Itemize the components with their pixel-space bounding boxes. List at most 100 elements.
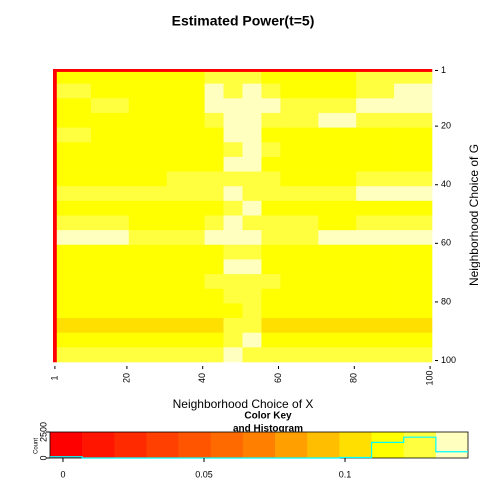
heatmap-cell — [242, 259, 262, 275]
heatmap-cell — [128, 171, 167, 187]
heatmap-cell — [318, 83, 357, 99]
heatmap-cell — [280, 215, 319, 231]
heatmap-cell — [90, 230, 130, 246]
heatmap-cell — [356, 156, 395, 172]
chart-title: Estimated Power(t=5) — [172, 13, 315, 29]
heatmap-cell — [318, 69, 357, 73]
heatmap-cell — [394, 98, 433, 114]
heatmap-cell — [261, 186, 281, 202]
heatmap-cell — [128, 259, 167, 275]
heatmap-cell — [394, 318, 433, 333]
heatmap-cell — [242, 274, 262, 290]
heatmap-cell — [394, 244, 433, 260]
heatmap-cell — [223, 112, 243, 128]
heatmap-cell — [128, 69, 167, 73]
heatmap-cell — [356, 303, 395, 319]
heatmap-cell — [356, 347, 395, 363]
heatmap-cell — [204, 98, 224, 114]
heatmap-cell — [261, 215, 281, 231]
heatmap-cell — [53, 71, 58, 84]
heatmap-cell — [53, 303, 58, 319]
heatmap-cell — [318, 127, 357, 143]
heatmap-cell — [261, 347, 281, 363]
y-axis-label: Neighborhood Choice of G — [467, 144, 480, 286]
heatmap-cell — [56, 215, 92, 231]
heatmap-cell — [261, 98, 281, 114]
heatmap-cell — [128, 98, 167, 114]
heatmap-cell — [90, 215, 130, 231]
heatmap-cell — [53, 127, 58, 143]
heatmap-cell — [56, 83, 92, 99]
heatmap-cell — [394, 171, 433, 187]
heatmap-cell — [280, 171, 319, 187]
heatmap-cell — [128, 156, 167, 172]
heatmap-cell — [128, 112, 167, 128]
heatmap-cell — [394, 156, 433, 172]
heatmap-cell — [280, 318, 319, 333]
heatmap-cell — [166, 69, 205, 73]
heatmap-cell — [223, 98, 243, 114]
heatmap-cell — [56, 332, 92, 348]
key-swatch — [307, 432, 340, 458]
heatmap-cell — [394, 127, 433, 143]
heatmap-cell — [223, 303, 243, 319]
heatmap-cell — [223, 332, 243, 348]
heatmap-cell — [394, 332, 433, 348]
y-tick-label: 20 — [441, 121, 451, 131]
key-y-tick-label: 2500 — [38, 422, 48, 442]
heatmap-cell — [53, 274, 58, 290]
key-x-tick-label: 0.05 — [195, 469, 213, 479]
heatmap-cell — [394, 259, 433, 275]
heatmap-cell — [128, 288, 167, 304]
heatmap-cell — [128, 215, 167, 231]
heatmap-cell — [318, 318, 357, 333]
heatmap-cell — [166, 98, 205, 114]
heatmap-cell — [53, 259, 58, 275]
heatmap-cell — [242, 127, 262, 143]
heatmap-cell — [56, 71, 92, 84]
heatmap-cell — [90, 127, 130, 143]
heatmap-cell — [166, 318, 205, 333]
key-histogram — [50, 436, 468, 459]
heatmap-cell — [242, 230, 262, 246]
heatmap-cell — [90, 98, 130, 114]
heatmap-cell — [356, 127, 395, 143]
key-swatch — [210, 432, 244, 458]
heatmap-cell — [318, 142, 357, 158]
heatmap-cell — [356, 142, 395, 158]
heatmap-cell — [53, 98, 58, 114]
heatmap-cell — [56, 171, 92, 187]
heatmap-cell — [128, 200, 167, 216]
key-swatch — [275, 432, 308, 458]
heatmap-cell — [128, 303, 167, 319]
heatmap-cell — [318, 112, 357, 128]
heatmap-cell — [242, 186, 262, 202]
heatmap-cell — [53, 156, 58, 172]
heatmap-cell — [90, 171, 130, 187]
heatmap-cell — [204, 244, 224, 260]
heatmap-cell — [394, 186, 433, 202]
heatmap-cell — [128, 142, 167, 158]
heatmap-cell — [242, 71, 262, 84]
heatmap-cell — [280, 303, 319, 319]
heatmap-cell — [53, 215, 58, 231]
heatmap-cell — [223, 244, 243, 260]
heatmap-cell — [261, 112, 281, 128]
heatmap-cell — [223, 142, 243, 158]
heatmap-cell — [223, 215, 243, 231]
heatmap-cell — [356, 200, 395, 216]
heatmap-cell — [356, 230, 395, 246]
heatmap-cell — [223, 186, 243, 202]
heatmap-cell — [356, 259, 395, 275]
heatmap-cell — [394, 230, 433, 246]
y-tick-label: 100 — [441, 355, 456, 365]
heatmap-cell — [261, 244, 281, 260]
heatmap-cell — [356, 112, 395, 128]
heatmap-cell — [223, 71, 243, 84]
heatmap-cell — [223, 274, 243, 290]
heatmap-cell — [223, 288, 243, 304]
heatmap-cell — [204, 186, 224, 202]
heatmap-cell — [128, 244, 167, 260]
heatmap-cell — [128, 127, 167, 143]
heatmap-cell — [318, 186, 357, 202]
